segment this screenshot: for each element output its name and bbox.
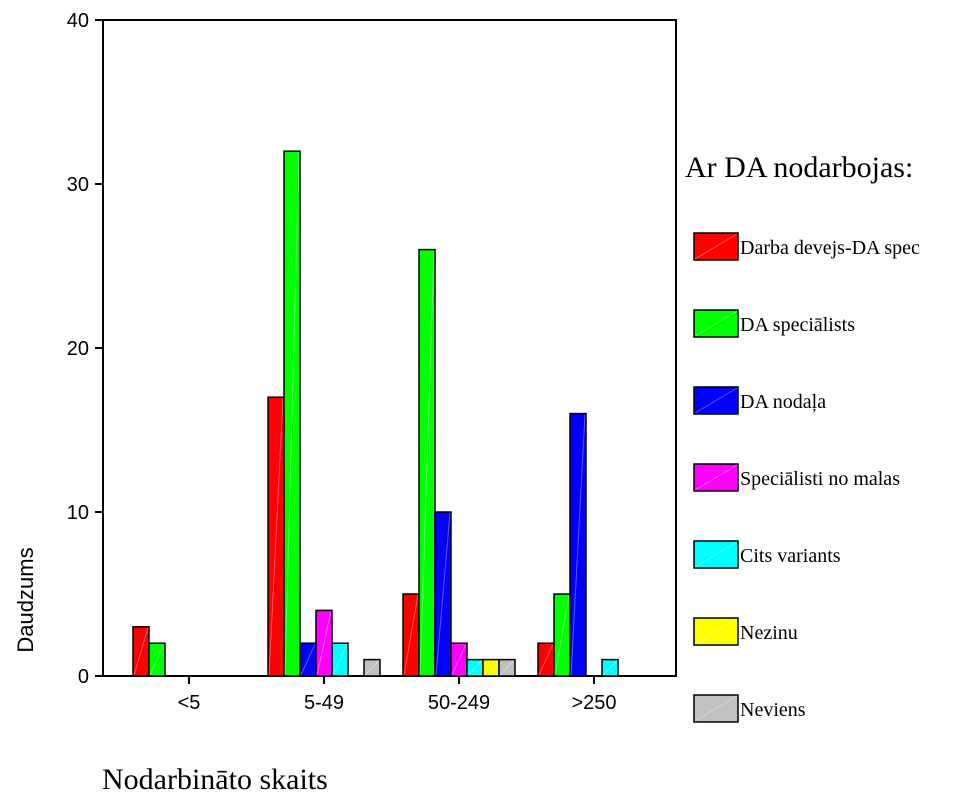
- y-tick-label: 40: [67, 10, 89, 32]
- legend-swatch: [693, 309, 739, 338]
- legend-item: Speciālisti no malas: [693, 463, 900, 492]
- legend-swatch: [693, 386, 739, 415]
- y-axis-label: Daudzums: [13, 547, 38, 652]
- x-tick-label: <5: [178, 692, 201, 714]
- legend-item: DA speciālists: [693, 309, 855, 338]
- plot-frame: [102, 19, 677, 677]
- legend: Ar DA nodarbojas: Darba devejs-DA spec DA…: [685, 151, 920, 723]
- bar: [601, 658, 619, 677]
- bar: [148, 642, 166, 677]
- x-tick-label: 5-49: [304, 692, 344, 714]
- y-tick-label: 30: [67, 174, 89, 196]
- legend-label: Darba devejs-DA spec: [740, 237, 920, 259]
- legend-item: Neviens: [693, 694, 806, 723]
- x-tick-label: >250: [571, 692, 616, 714]
- bar: [402, 593, 420, 677]
- legend-item: Nezinu: [693, 617, 798, 646]
- y-tick-label: 10: [67, 502, 89, 524]
- bar: [363, 658, 381, 677]
- bar: [267, 396, 285, 677]
- legend-swatch: [693, 232, 739, 261]
- x-axis: <5 5-49 50-249 >250: [178, 676, 617, 714]
- bars: [132, 150, 619, 677]
- bar: [482, 658, 500, 677]
- legend-swatch: [693, 540, 739, 569]
- x-tick-label: 50-249: [428, 692, 490, 714]
- legend-item: Darba devejs-DA spec: [693, 232, 920, 261]
- bar: [569, 412, 587, 677]
- bar: [537, 642, 555, 677]
- legend-label: DA nodaļa: [740, 391, 826, 413]
- legend-item: DA nodaļa: [693, 386, 826, 415]
- y-tick-label: 20: [67, 338, 89, 360]
- legend-swatch: [693, 463, 739, 492]
- bar: [553, 593, 571, 677]
- bar: [315, 609, 333, 677]
- bar: [299, 642, 317, 677]
- y-tick-label: 0: [78, 666, 89, 688]
- legend-title: Ar DA nodarbojas:: [685, 151, 913, 184]
- x-axis-label: Nodarbināto skaits: [102, 763, 328, 792]
- legend-label: DA speciālists: [740, 314, 855, 336]
- legend-swatch: [693, 694, 739, 723]
- legend-label: Speciālisti no malas: [740, 468, 900, 490]
- legend-item: Cits variants: [693, 540, 841, 569]
- bar: [498, 658, 516, 677]
- legend-label: Cits variants: [740, 545, 841, 567]
- bar: [466, 658, 484, 677]
- legend-label: Nezinu: [740, 622, 798, 644]
- legend-label: Neviens: [740, 699, 806, 721]
- bar: [283, 150, 301, 677]
- bar: [132, 626, 150, 677]
- y-axis: 0 10 20 30 40: [67, 10, 103, 688]
- legend-swatch: [693, 617, 739, 646]
- bar: [418, 248, 436, 677]
- bar: [434, 511, 452, 677]
- bar: [331, 642, 349, 677]
- bar: [450, 642, 468, 677]
